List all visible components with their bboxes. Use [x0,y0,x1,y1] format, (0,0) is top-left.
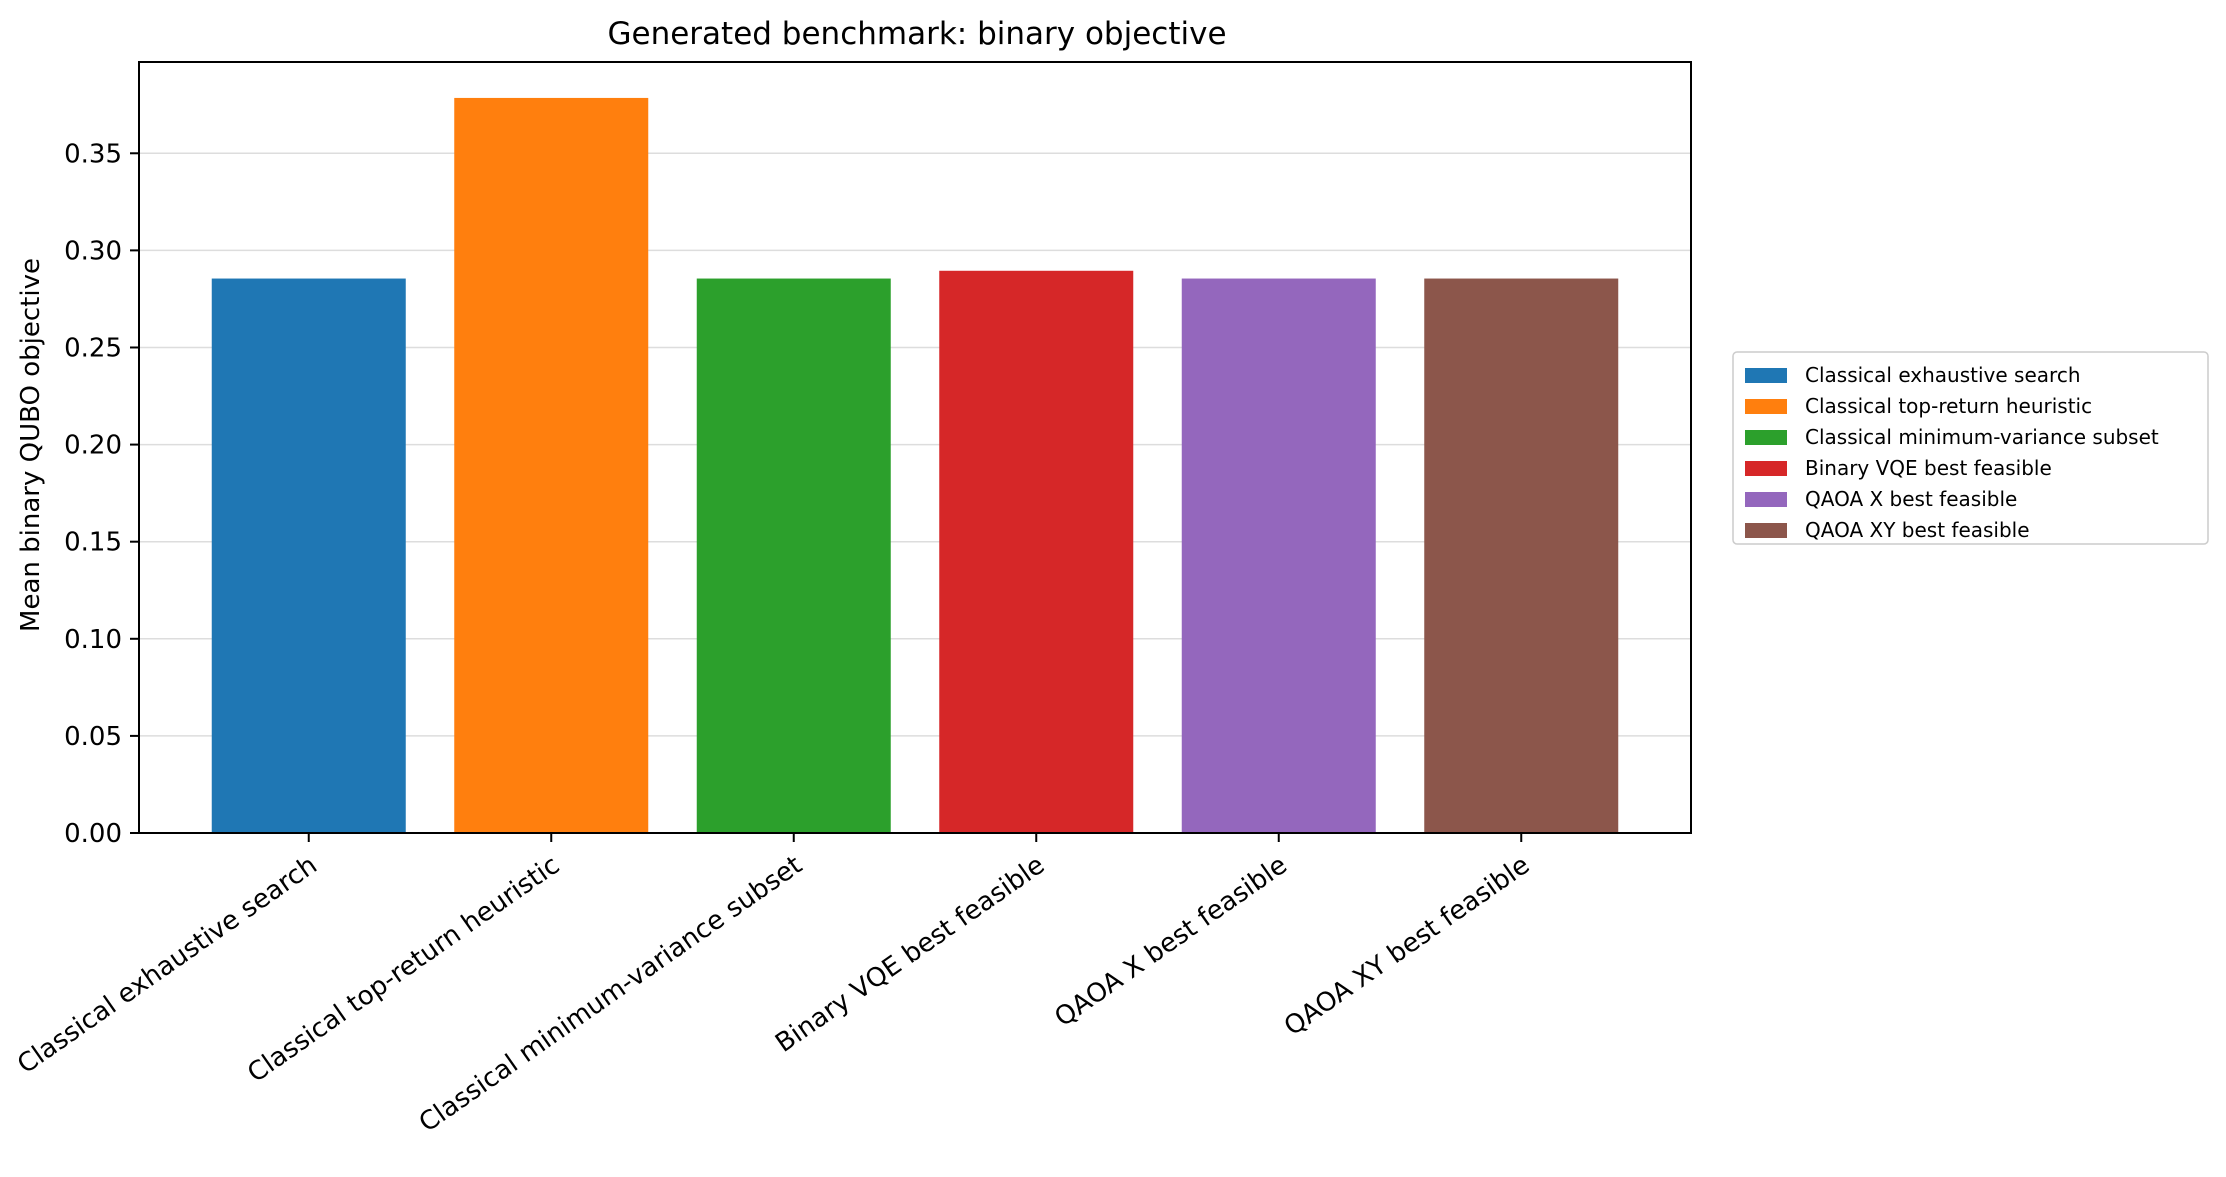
legend-swatch [1745,523,1787,538]
y-tick-label: 0.00 [64,819,122,849]
y-tick-label: 0.05 [64,722,122,752]
bar [1181,278,1376,834]
y-tick-label: 0.30 [64,236,122,266]
legend-swatch [1745,430,1787,445]
plot-area-frame [138,61,1692,834]
bar [696,278,891,834]
y-tick-label: 0.25 [64,333,122,363]
bar [211,278,406,834]
y-axis-label: Mean binary QUBO objective [16,258,46,632]
legend-label: Binary VQE best feasible [1805,456,2052,480]
bars [211,97,1619,834]
chart-title: Generated benchmark: binary objective [607,16,1226,52]
legend-frame [1732,351,2209,545]
bar [939,270,1134,833]
y-tick-label: 0.35 [64,139,122,169]
legend-swatch [1745,492,1787,507]
y-tick-label: 0.10 [64,625,122,655]
y-tick-label: 0.20 [64,431,122,461]
bar [1424,278,1619,834]
y-axis-ticks: 0.00 0.05 0.10 0.15 0.20 0.25 0.30 0.35 [64,139,139,849]
bar [454,97,649,833]
legend-label: Classical top-return heuristic [1805,394,2092,418]
y-tick-label: 0.15 [64,528,122,558]
legend-swatch [1745,461,1787,476]
legend-label: QAOA XY best feasible [1805,518,2030,542]
legend-label: Classical minimum-variance subset [1805,425,2159,449]
legend-swatch [1745,399,1787,414]
legend: Classical exhaustive search Classical top… [1732,351,2209,545]
legend-label: Classical exhaustive search [1805,363,2081,387]
legend-label: QAOA X best feasible [1805,487,2017,511]
legend-swatch [1745,368,1787,383]
